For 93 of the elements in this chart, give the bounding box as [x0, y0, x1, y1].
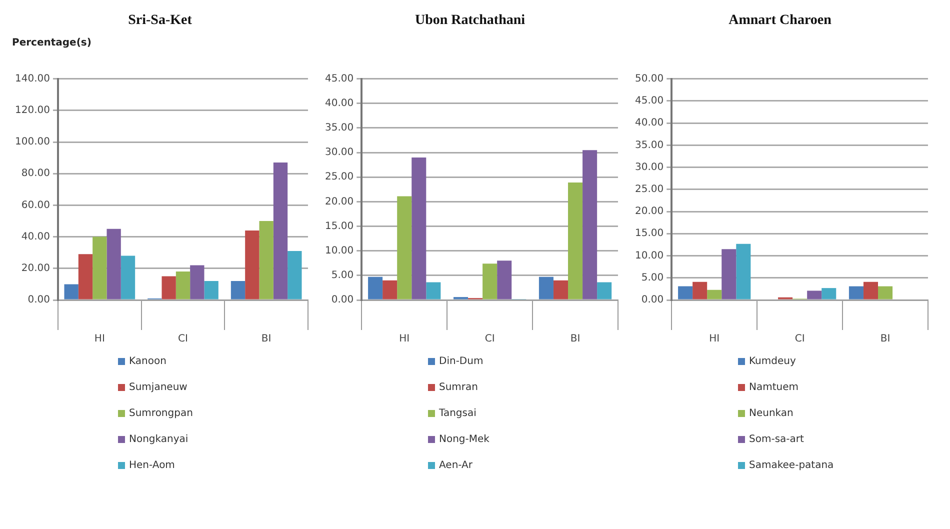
y-tick-label: 140.00 — [14, 73, 50, 84]
chart-title: Ubon Ratchathani — [414, 13, 526, 28]
x-tick-label: CI — [484, 334, 495, 345]
y-axis-title: Percentage(s) — [12, 38, 92, 49]
y-tick-label: 35.00 — [634, 140, 664, 151]
y-tick-label: 20.00 — [634, 206, 664, 218]
y-tick-label: 45.00 — [634, 96, 664, 107]
legend-label: Nongkanyai — [129, 434, 188, 444]
y-tick-label: 60.00 — [21, 200, 50, 211]
legend-label: Samakee-patana — [749, 460, 834, 470]
bar — [259, 221, 274, 300]
x-tick-label: BI — [570, 334, 580, 345]
x-tick-label: CI — [178, 334, 188, 345]
chart-title: Sri-Sa-Ket — [128, 13, 192, 28]
bar — [120, 256, 136, 300]
y-tick-label: 0.00 — [28, 294, 50, 306]
bar — [736, 244, 751, 300]
bar — [190, 265, 204, 300]
legend-label: Tangsai — [439, 408, 476, 418]
bar — [722, 249, 736, 300]
bar — [204, 281, 218, 300]
x-tick-label: CI — [794, 334, 805, 345]
bar — [807, 290, 822, 300]
y-tick-label: 50.00 — [634, 73, 664, 84]
y-tick-label: 30.00 — [324, 147, 354, 158]
y-tick-label: 15.00 — [324, 220, 354, 232]
x-tick-label: BI — [261, 334, 272, 345]
y-tick-label: 30.00 — [634, 162, 664, 173]
x-tick-label: HI — [94, 334, 105, 345]
bar — [678, 286, 693, 300]
y-tick-label: 40.00 — [634, 118, 664, 129]
legend-label: Sumrongpan — [129, 408, 193, 418]
y-tick-label: 40.00 — [324, 98, 354, 109]
bar — [245, 230, 260, 300]
bar — [582, 150, 598, 300]
bar — [848, 286, 864, 300]
bar — [863, 282, 878, 300]
bar — [412, 157, 426, 300]
bar — [230, 281, 246, 300]
legend-label: Kanoon — [129, 356, 166, 366]
bar — [553, 280, 568, 300]
y-tick-label: 20.00 — [324, 196, 354, 208]
bar — [426, 282, 441, 300]
legend-label: Aen-Ar — [439, 460, 472, 470]
y-tick-label: 40.00 — [21, 231, 50, 242]
bar — [382, 280, 398, 300]
y-tick-label: 0.00 — [641, 294, 664, 306]
bar — [92, 236, 107, 300]
legend-label: Hen-Aom — [129, 460, 175, 470]
y-tick-label: 5.00 — [331, 270, 354, 282]
legend-label: Som-sa-art — [749, 434, 804, 444]
y-tick-label: 10.00 — [634, 250, 664, 262]
bar — [597, 282, 612, 300]
y-tick-label: 120.00 — [14, 104, 50, 116]
legend-label: Nong-Mek — [439, 434, 490, 444]
bar — [162, 276, 176, 300]
y-tick-label: 15.00 — [634, 228, 664, 240]
y-tick-label: 5.00 — [641, 272, 664, 284]
bar — [497, 260, 512, 300]
x-tick-label: HI — [709, 334, 720, 345]
bar — [106, 228, 121, 300]
bar — [822, 288, 836, 300]
y-tick-label: 100.00 — [14, 136, 50, 148]
bar — [368, 276, 383, 300]
y-tick-label: 10.00 — [324, 245, 354, 256]
bar — [692, 282, 708, 300]
x-tick-label: HI — [399, 334, 410, 345]
bar — [176, 272, 190, 300]
chart-title: Amnart Charoen — [728, 13, 832, 28]
y-tick-label: 80.00 — [21, 168, 50, 180]
bar — [397, 196, 412, 300]
y-tick-label: 25.00 — [324, 172, 354, 183]
legend-label: Din-Dum — [439, 356, 484, 366]
bar — [64, 284, 78, 300]
legend-label: Kumdeuy — [749, 356, 796, 366]
y-tick-label: 0.00 — [331, 294, 354, 306]
y-tick-label: 35.00 — [324, 122, 354, 134]
bar — [538, 276, 554, 300]
y-tick-label: 20.00 — [21, 262, 50, 274]
bar — [288, 251, 302, 300]
bar — [707, 290, 722, 300]
bar — [78, 254, 93, 300]
bar — [878, 286, 893, 300]
y-tick-label: 25.00 — [634, 184, 664, 195]
legend-label: Neunkan — [749, 408, 794, 418]
bar — [568, 182, 583, 300]
legend-label: Sumjaneuw — [129, 382, 188, 392]
bar — [482, 264, 498, 300]
x-tick-label: BI — [880, 334, 890, 345]
bar — [273, 162, 288, 300]
legend-label: Namtuem — [749, 382, 799, 392]
legend-label: Sumran — [439, 382, 478, 392]
y-tick-label: 45.00 — [324, 73, 354, 84]
